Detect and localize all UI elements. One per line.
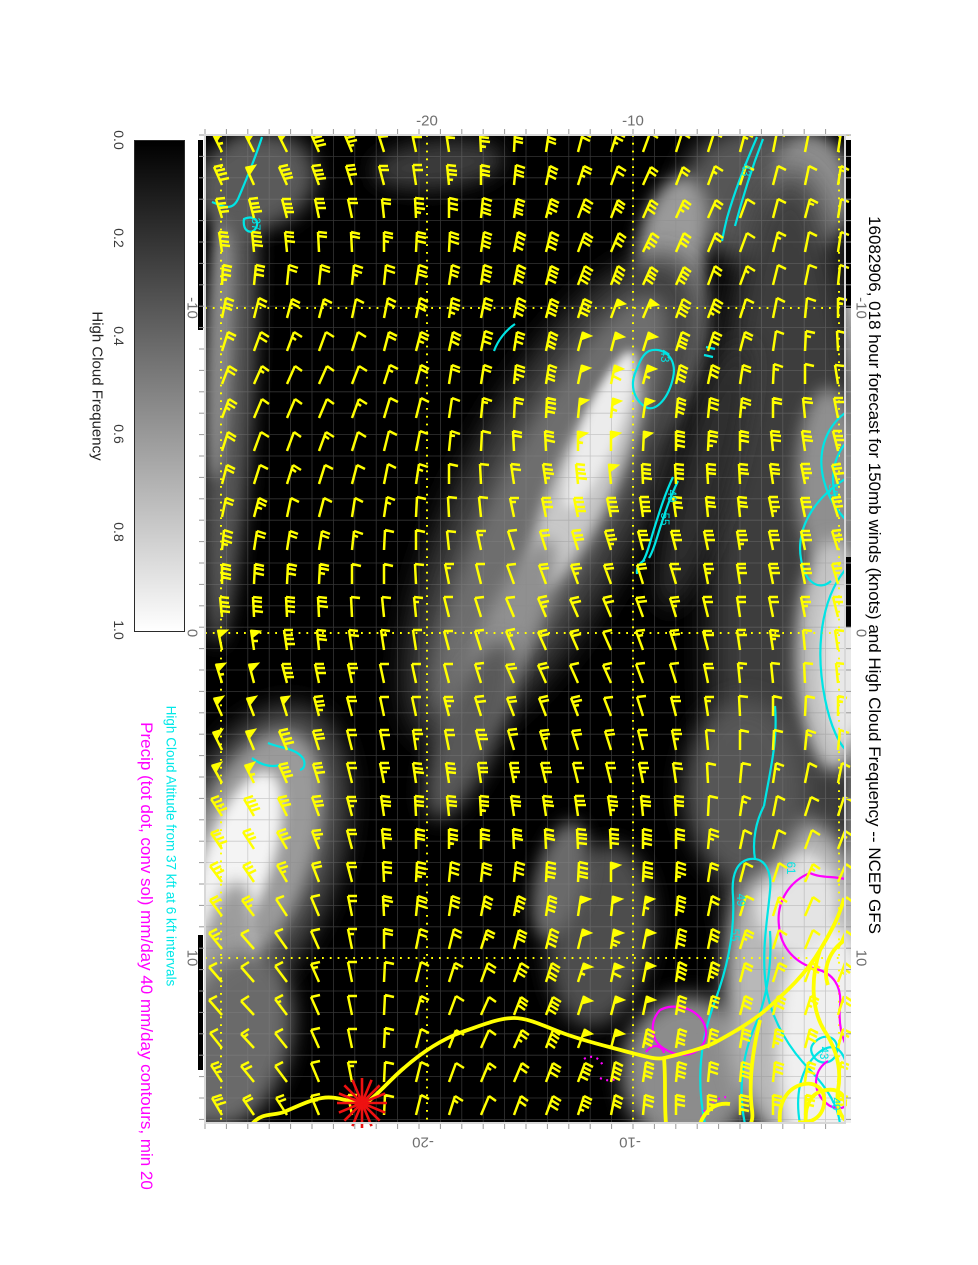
- colorbar-tick-label: 0.0: [111, 130, 127, 150]
- colorbar-tick-label: 0.4: [111, 326, 127, 346]
- axis-tick-label: -10: [619, 1133, 641, 1151]
- contour-label: 43: [658, 350, 670, 363]
- contour-label: 55: [826, 484, 838, 497]
- axis-tick-label: 10: [183, 949, 201, 967]
- axis-tick-label: -10: [183, 297, 201, 319]
- legend-precip: Precip (tot dot, conv sol) mm/day 40 mm/…: [137, 722, 156, 1190]
- axis-tick-label: -10: [852, 297, 870, 319]
- frame-ticks: [199, 129, 851, 1129]
- colorbar-tick-label: 0.8: [111, 522, 127, 542]
- axis-tick-label: 10: [852, 949, 870, 967]
- contour-label: 61: [784, 862, 796, 875]
- colorbar-tick-label: 0.2: [111, 228, 127, 248]
- colorbar-tick-label: 1.0: [111, 620, 127, 640]
- figure-title: 16082906, 018 hour forecast for 150mb wi…: [865, 216, 884, 934]
- contour-label: 43: [817, 1047, 829, 1060]
- axis-tick-label: 0: [183, 628, 201, 638]
- axis-tick-label: -20: [416, 112, 438, 130]
- contour-label: 37: [249, 218, 261, 231]
- wind-barbs: [208, 135, 851, 1116]
- axis-tick-label: -20: [412, 1133, 434, 1151]
- axis-tick-label: 0: [852, 628, 870, 638]
- contour-label: 55: [658, 513, 670, 526]
- colorbar-title: High Cloud Frequency: [88, 311, 106, 461]
- cloud-frequency-shading: [205, 135, 851, 1123]
- contour-label: 49: [665, 490, 677, 503]
- contour-label: 49: [829, 1098, 841, 1111]
- legend-cloud-altitude: High Cloud Altitude from 37 kft at 6 kft…: [163, 705, 179, 987]
- axis-tick-label: -10: [622, 112, 644, 130]
- contour-label: 49: [734, 894, 746, 907]
- cloud-frequency-colorbar: [134, 140, 185, 632]
- map-frame: [204, 134, 846, 1124]
- colorbar-tick-label: 0.6: [111, 424, 127, 444]
- site-marker-asterisk: [337, 1078, 387, 1128]
- contour-label: 55: [728, 929, 740, 942]
- contour-label: 43: [739, 164, 751, 177]
